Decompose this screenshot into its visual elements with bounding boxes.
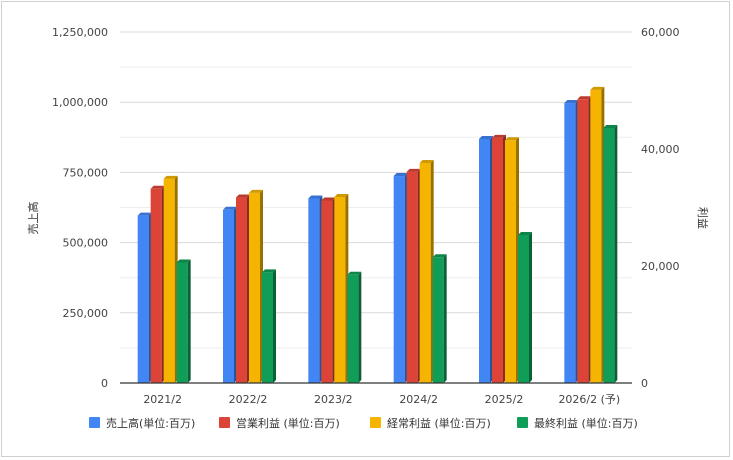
left-axis-title: 売上高	[26, 202, 40, 235]
bar-side	[614, 124, 618, 383]
right-tick-label: 0	[641, 377, 648, 390]
bar	[176, 262, 188, 383]
bar-top	[406, 168, 421, 172]
left-axis-ticks: 0 250,000 500,000 750,000 1,000,000 1,250,000	[52, 26, 108, 390]
x-tick-label: 2023/2	[314, 393, 353, 406]
bar-top	[262, 269, 276, 273]
bar-top	[308, 195, 323, 199]
legend-swatch	[370, 417, 381, 428]
left-tick-label: 750,000	[63, 166, 109, 179]
bar-top	[590, 86, 605, 90]
bar-side	[443, 254, 447, 383]
bar	[150, 188, 162, 383]
bar-top	[393, 173, 408, 177]
x-axis-ticks: 2021/2 2022/2 2023/2 2024/2 2025/2 2026/2 (予)	[143, 393, 620, 406]
bars	[137, 86, 618, 384]
bar-top	[492, 134, 506, 138]
x-tick-label: 2025/2	[485, 393, 524, 406]
bar	[334, 196, 346, 383]
left-tick-label: 1,250,000	[52, 26, 108, 39]
bar-top	[236, 194, 250, 198]
left-tick-label: 0	[101, 377, 108, 390]
bar-top	[479, 135, 493, 139]
bar	[419, 163, 431, 383]
bar-top	[347, 271, 362, 275]
bar	[262, 272, 273, 383]
bar-top	[419, 160, 434, 164]
right-tick-label: 60,000	[641, 26, 680, 39]
legend-label: 最終利益 (単位:百万)	[534, 416, 638, 430]
bar	[564, 103, 576, 384]
left-tick-label: 250,000	[63, 307, 109, 320]
bar-top	[150, 185, 165, 189]
legend-swatch	[517, 417, 528, 428]
x-tick-label: 2021/2	[143, 393, 182, 406]
bar	[321, 200, 333, 383]
bar-side	[358, 271, 362, 383]
left-tick-label: 1,000,000	[52, 96, 108, 109]
bar-top	[603, 124, 618, 128]
bar-top	[223, 206, 237, 210]
bar	[518, 234, 529, 383]
legend-swatch	[219, 417, 230, 428]
bar	[236, 197, 247, 383]
bar-top	[564, 100, 579, 104]
bar-top	[163, 175, 178, 179]
bar	[505, 140, 516, 383]
right-axis-ticks: 0 20,000 40,000 60,000	[641, 26, 680, 390]
legend-label: 売上高(単位:百万)	[106, 416, 195, 430]
bar-top	[518, 231, 532, 235]
bar	[308, 198, 320, 383]
x-tick-label: 2022/2	[229, 393, 268, 406]
bar	[432, 257, 444, 383]
legend: 売上高(単位:百万) 営業利益 (単位:百万) 経常利益 (単位:百万) 最終利益 (…	[89, 416, 638, 430]
bar-top	[321, 197, 336, 201]
bar	[223, 209, 234, 383]
bar-top	[505, 137, 519, 141]
bar-top	[334, 193, 349, 197]
right-tick-label: 40,000	[641, 143, 680, 156]
bar	[603, 127, 615, 383]
bar	[590, 89, 602, 383]
x-tick-label: 2024/2	[399, 393, 438, 406]
bar-side	[273, 269, 276, 383]
bar	[249, 192, 260, 383]
bar	[347, 274, 359, 383]
bar-top	[249, 189, 263, 193]
bar-top	[577, 96, 592, 100]
bar	[406, 171, 418, 383]
gridlines	[120, 31, 632, 349]
left-tick-label: 500,000	[63, 237, 109, 250]
bar	[577, 99, 589, 384]
right-axis-title: 利益	[696, 207, 710, 229]
bar	[137, 215, 149, 383]
bar-side	[529, 231, 532, 383]
x-tick-label: 2026/2 (予)	[558, 393, 620, 406]
bar	[492, 137, 503, 383]
bar-top	[176, 259, 191, 263]
legend-label: 経常利益 (単位:百万)	[387, 416, 491, 430]
bar-side	[187, 259, 191, 383]
right-tick-label: 20,000	[641, 260, 680, 273]
bar	[163, 178, 175, 383]
bar	[479, 138, 490, 383]
bar-top	[432, 254, 447, 258]
legend-swatch	[89, 417, 100, 428]
bar-top	[137, 212, 152, 216]
bar	[393, 176, 405, 383]
legend-label: 営業利益 (単位:百万)	[236, 416, 340, 430]
